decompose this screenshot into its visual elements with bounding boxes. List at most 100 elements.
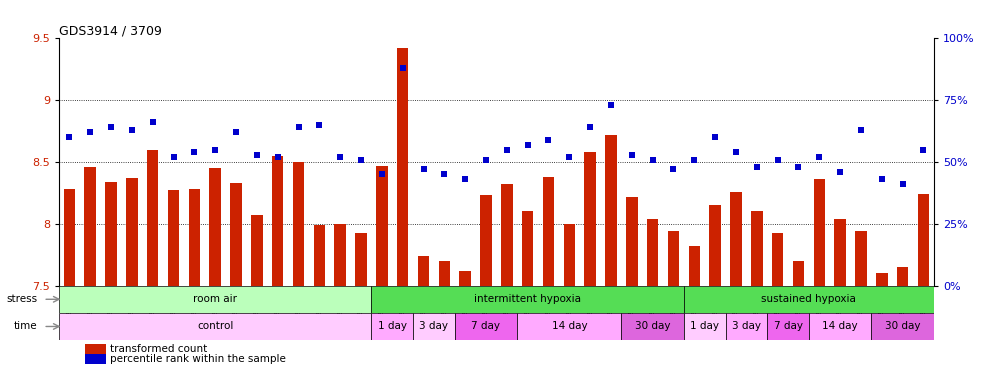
Point <box>770 157 785 163</box>
Point <box>187 149 202 155</box>
Text: 7 day: 7 day <box>774 321 802 331</box>
Bar <box>684 286 934 313</box>
Bar <box>334 224 346 286</box>
Bar <box>168 190 179 286</box>
Point <box>124 127 140 133</box>
Text: transformed count: transformed count <box>110 344 207 354</box>
Bar <box>871 313 934 340</box>
Bar <box>59 313 372 340</box>
Bar <box>730 192 742 286</box>
Bar <box>710 205 721 286</box>
Point <box>228 129 244 136</box>
Bar <box>667 231 679 286</box>
Point <box>291 124 307 131</box>
Bar <box>147 150 158 286</box>
Text: sustained hypoxia: sustained hypoxia <box>762 294 856 304</box>
Point <box>749 164 765 170</box>
Bar <box>481 195 492 286</box>
Bar <box>647 219 659 286</box>
Point <box>499 147 515 153</box>
Text: 7 day: 7 day <box>472 321 500 331</box>
Text: GDS3914 / 3709: GDS3914 / 3709 <box>59 24 162 37</box>
Point <box>645 157 661 163</box>
Point <box>436 171 452 177</box>
Bar <box>372 313 413 340</box>
Point <box>269 154 285 160</box>
Text: 1 day: 1 day <box>377 321 407 331</box>
Bar <box>251 215 262 286</box>
Bar <box>418 256 430 286</box>
Bar <box>896 267 908 286</box>
Point <box>478 157 493 163</box>
Bar <box>230 183 242 286</box>
Bar <box>126 178 138 286</box>
Bar <box>209 168 221 286</box>
Point <box>895 181 910 187</box>
Bar <box>501 184 512 286</box>
Point <box>457 176 473 182</box>
Bar <box>376 166 387 286</box>
Point <box>332 154 348 160</box>
Text: 3 day: 3 day <box>732 321 761 331</box>
Bar <box>438 261 450 286</box>
Bar <box>189 189 201 286</box>
Bar <box>314 225 325 286</box>
Point <box>853 127 869 133</box>
Bar <box>413 313 455 340</box>
Text: intermittent hypoxia: intermittent hypoxia <box>474 294 581 304</box>
Bar <box>621 313 684 340</box>
Bar <box>563 224 575 286</box>
Bar <box>517 313 621 340</box>
Point <box>915 147 931 153</box>
Point <box>416 166 432 172</box>
Bar <box>606 135 616 286</box>
Bar <box>459 271 471 286</box>
Bar <box>809 313 871 340</box>
Bar <box>272 156 283 286</box>
Bar <box>86 354 106 364</box>
Text: percentile rank within the sample: percentile rank within the sample <box>110 354 286 364</box>
Text: room air: room air <box>194 294 237 304</box>
Bar <box>772 232 783 286</box>
Bar <box>64 189 75 286</box>
Text: 30 day: 30 day <box>635 321 670 331</box>
Point <box>561 154 577 160</box>
Bar <box>355 232 367 286</box>
Text: 14 day: 14 day <box>551 321 587 331</box>
Bar <box>684 313 725 340</box>
Bar <box>59 286 372 313</box>
Point <box>62 134 78 141</box>
Bar <box>543 177 554 286</box>
Point <box>665 166 681 172</box>
Point <box>353 157 369 163</box>
Bar <box>585 152 596 286</box>
Bar <box>105 182 117 286</box>
Point <box>103 124 119 131</box>
Point <box>707 134 723 141</box>
Bar <box>814 179 825 286</box>
Point <box>166 154 182 160</box>
Text: control: control <box>197 321 233 331</box>
Point <box>874 176 890 182</box>
Bar <box>767 313 809 340</box>
Point <box>83 129 98 136</box>
Point <box>312 122 327 128</box>
Point <box>624 152 640 158</box>
Bar <box>792 261 804 286</box>
Point <box>582 124 598 131</box>
Point <box>790 164 806 170</box>
Bar <box>372 286 684 313</box>
Point <box>374 171 389 177</box>
Bar <box>85 167 96 286</box>
Bar <box>522 212 534 286</box>
Point <box>249 152 264 158</box>
Text: 1 day: 1 day <box>690 321 720 331</box>
Point <box>728 149 744 155</box>
Text: 30 day: 30 day <box>885 321 920 331</box>
Point <box>395 65 411 71</box>
Point <box>604 102 619 108</box>
Bar <box>86 344 106 354</box>
Text: time: time <box>14 321 37 331</box>
Point <box>833 169 848 175</box>
Bar <box>455 313 517 340</box>
